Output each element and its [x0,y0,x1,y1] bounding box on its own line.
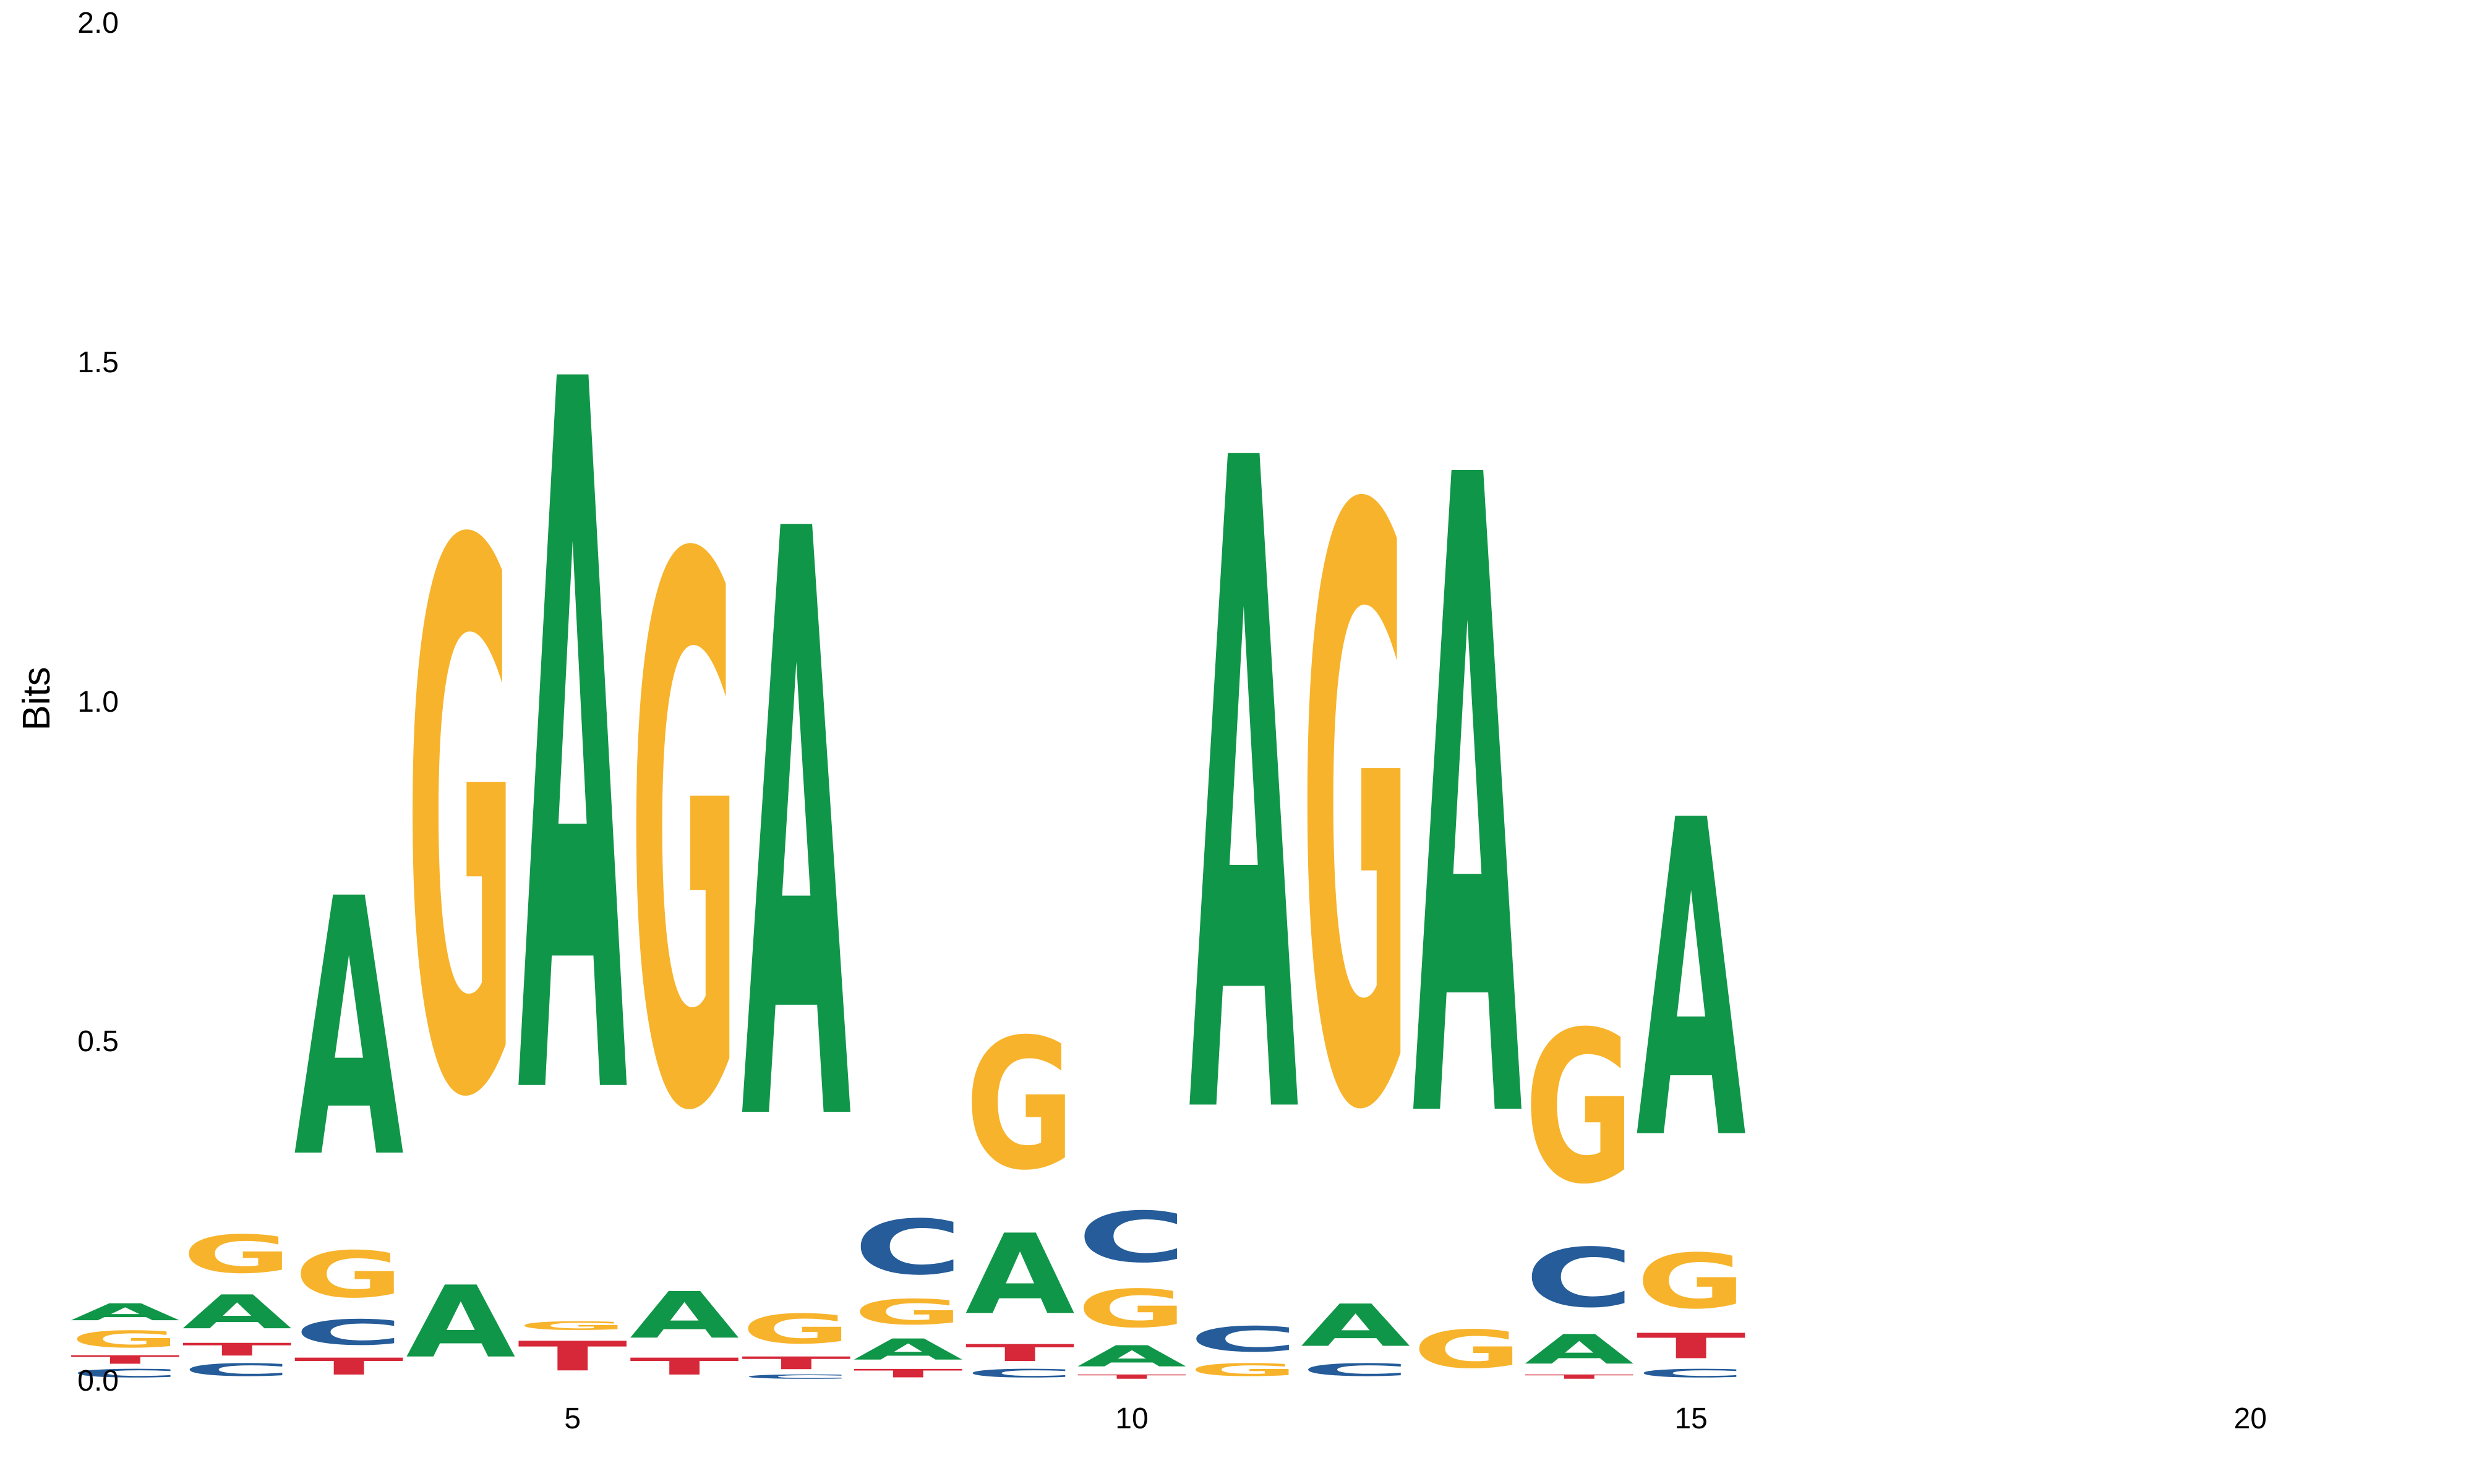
logo-letter-t: T [1525,1373,1634,1380]
logo-letter-t: T [742,1353,851,1373]
logo-letter-g: G [406,391,515,1263]
logo-letter-g: G [1413,1319,1522,1380]
logo-letter-g: G [742,1305,851,1353]
logo-letter-t: T [1637,1326,1746,1367]
x-tick-label: 10 [1115,1402,1148,1435]
logo-letter-c: C [1077,1197,1186,1278]
logo-letter-g: G [965,1001,1075,1210]
logo-letter-a: A [71,1298,180,1326]
logo-letter-t: T [294,1353,403,1380]
glyph-layer: CTGACTAGTCGAAGTGATAGCTGATAGCCTAGTAGCGCAC… [71,180,1747,1380]
logo-letter-a: A [854,1333,963,1367]
y-tick-label: 2.0 [77,7,119,40]
logo-letter-c: C [71,1367,180,1380]
logo-letter-t: T [518,1333,627,1380]
y-axis: 0.0 0.5 1.0 1.5 2.0 [77,7,119,1397]
y-axis-title: Bits [15,667,58,730]
logo-letter-g: G [182,1224,292,1285]
logo-letter-t: T [71,1353,180,1367]
logo-letter-a: A [1413,296,1523,1316]
logo-letter-c: C [1301,1360,1410,1380]
logo-letter-c: C [1637,1367,1746,1380]
logo-letter-g: G [1301,344,1410,1289]
logo-letter-g: G [1077,1279,1186,1339]
logo-letter-g: G [1637,1238,1746,1326]
x-axis: 5 10 15 20 [564,1402,2267,1435]
y-tick-label: 0.0 [77,1365,119,1397]
logo-letter-g: G [854,1292,963,1333]
logo-letter-g: G [1189,1360,1298,1380]
logo-letter-g: G [71,1326,180,1353]
logo-letter-a: A [1637,730,1747,1236]
logo-letter-c: C [294,1313,403,1354]
logo-letter-a: A [182,1286,292,1339]
logo-letter-c: C [1525,1231,1634,1326]
logo-letter-g: G [518,1319,627,1333]
logo-letter-a: A [1189,276,1299,1316]
logo-letter-c: C [742,1373,851,1380]
logo-letter-c: C [182,1360,292,1380]
x-tick-label: 15 [1674,1402,1707,1435]
logo-letter-g: G [630,405,739,1276]
x-tick-label: 5 [564,1402,581,1435]
logo-letter-a: A [1525,1326,1634,1373]
y-tick-label: 0.5 [77,1025,119,1058]
x-tick-label: 20 [2234,1402,2267,1435]
logo-letter-a: A [1077,1339,1186,1373]
logo-letter-g: G [1525,987,1634,1230]
logo-letter-c: C [965,1367,1075,1380]
logo-letter-a: A [965,1211,1075,1339]
logo-letter-t: T [182,1339,292,1360]
logo-letter-a: A [1301,1292,1410,1360]
y-tick-label: 1.5 [77,346,119,379]
logo-letter-g: G [294,1238,403,1312]
logo-letter-a: A [630,1278,739,1352]
logo-letter-a: A [294,824,404,1236]
logo-letter-c: C [854,1204,963,1292]
logo-letter-c: C [1189,1320,1298,1360]
logo-letter-t: T [630,1353,739,1380]
logo-letter-t: T [1077,1373,1186,1380]
logo-letter-a: A [742,364,852,1302]
y-tick-label: 1.0 [77,686,119,719]
logo-letter-a: A [518,180,628,1315]
logo-letter-t: T [854,1367,963,1380]
logo-letter-a: A [406,1265,515,1380]
logo-letter-t: T [965,1339,1075,1367]
